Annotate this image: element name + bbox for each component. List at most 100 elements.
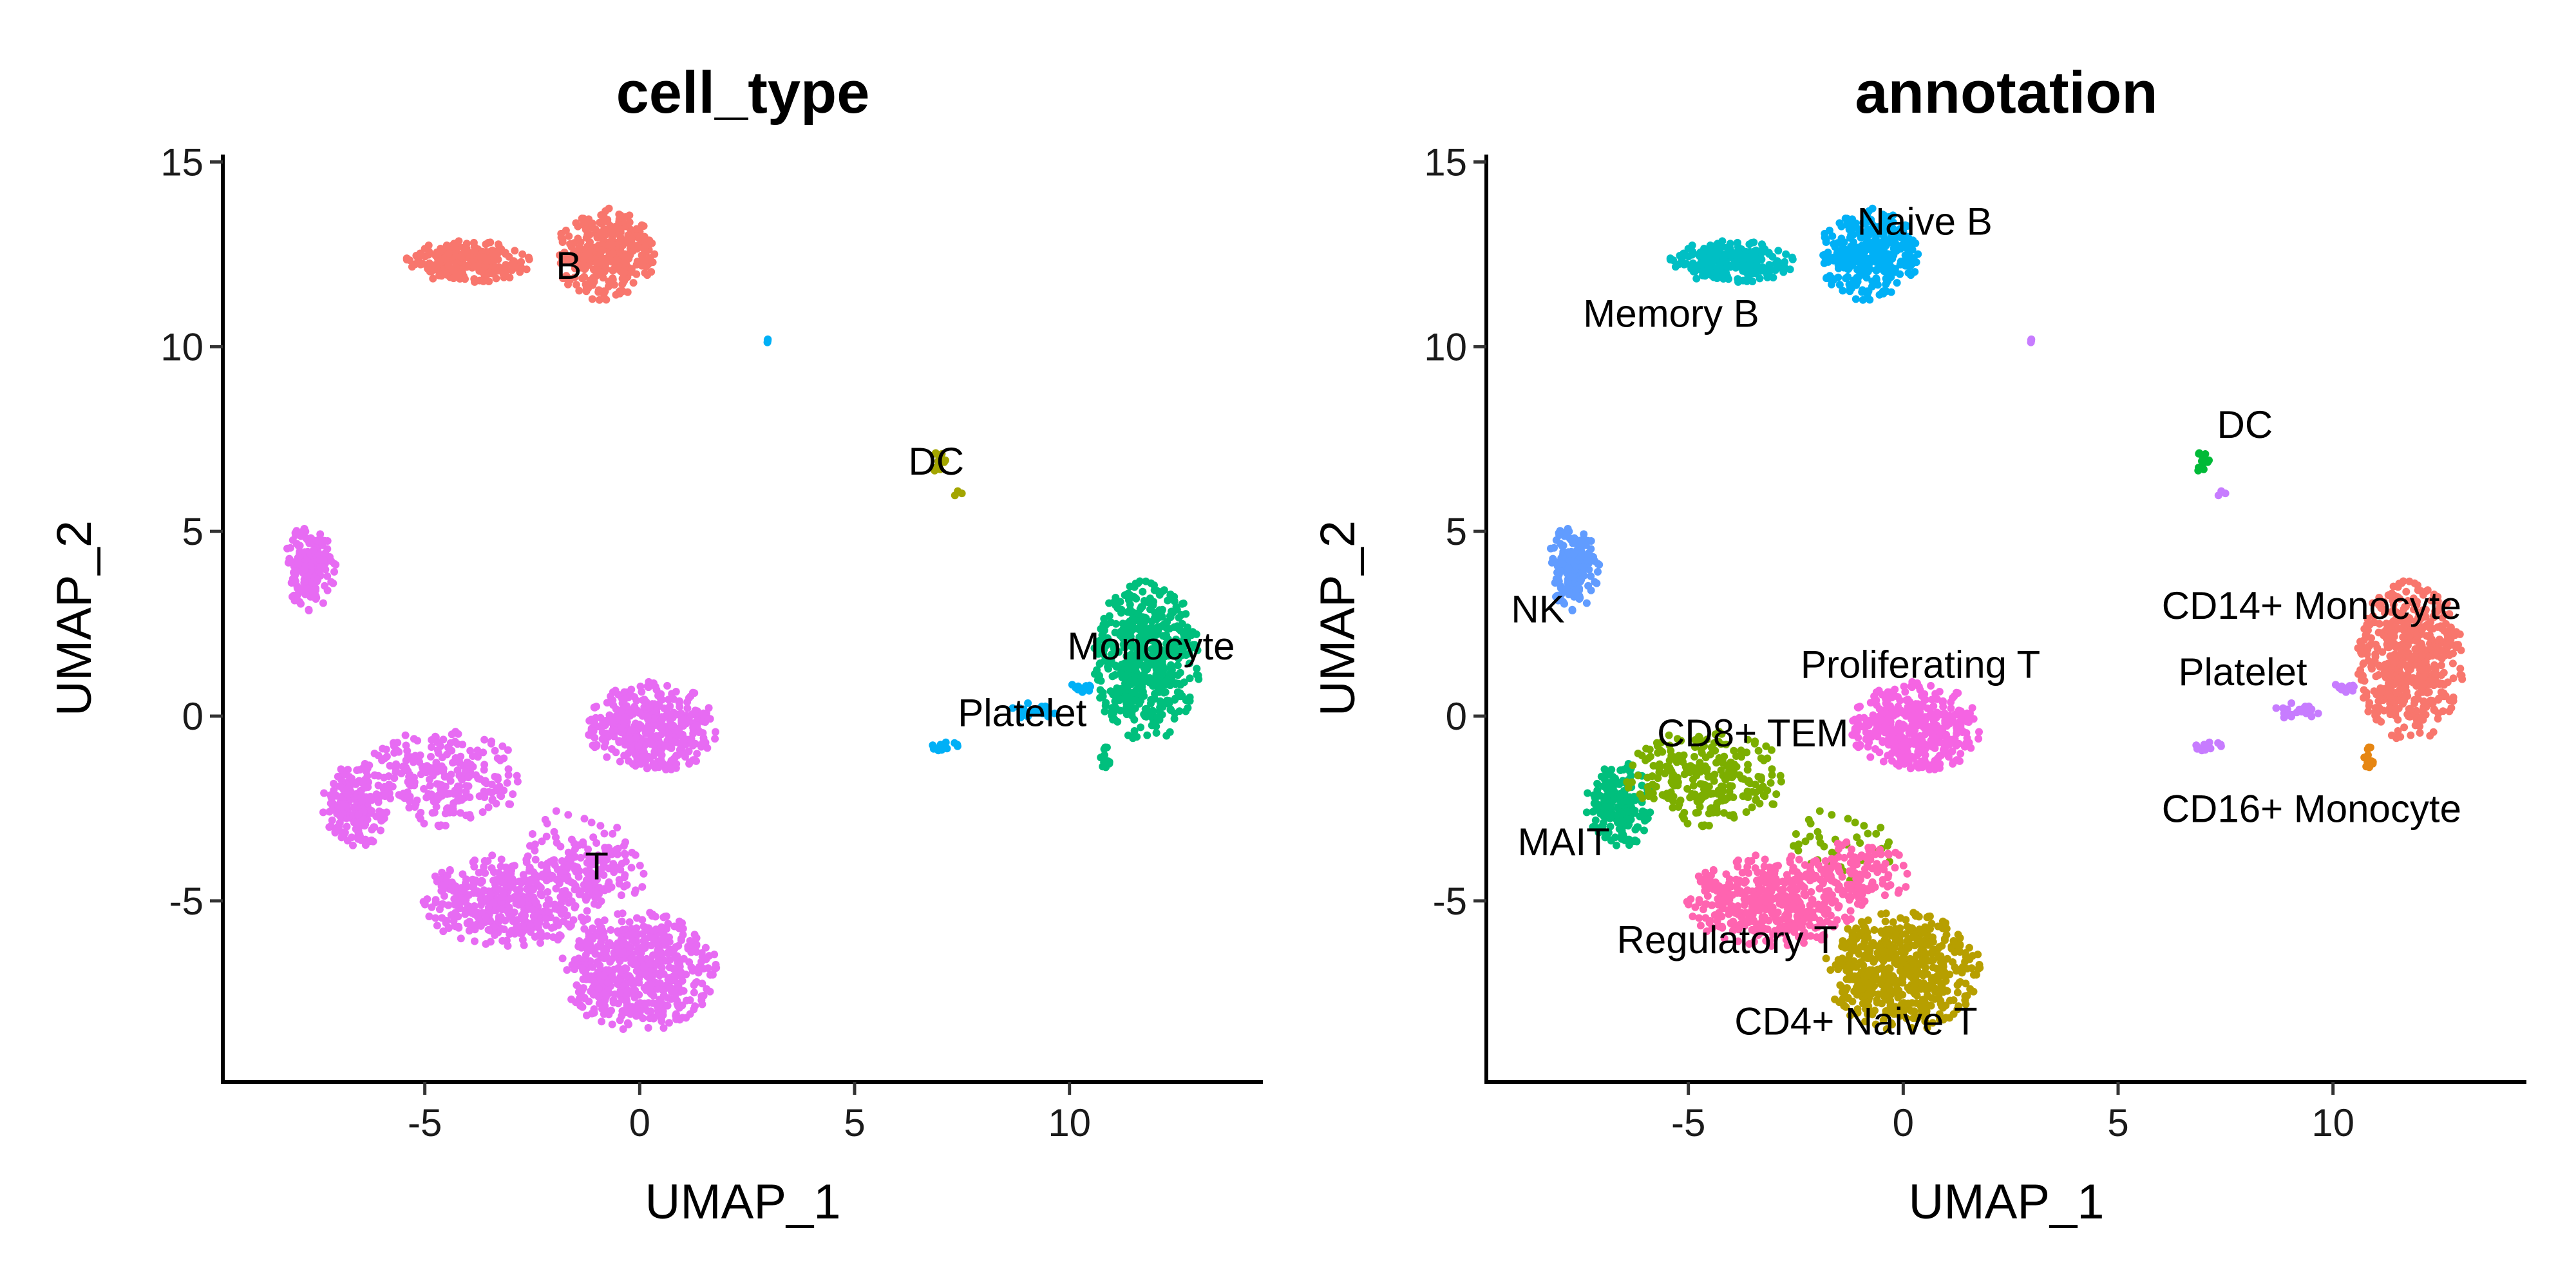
cell-point <box>535 882 542 890</box>
cell-point <box>457 809 464 817</box>
cell-point <box>424 242 433 249</box>
cell-point <box>1142 577 1150 585</box>
cell-point <box>648 912 656 920</box>
cell-point <box>611 687 620 695</box>
cell-point <box>316 563 325 571</box>
cell-point <box>663 925 670 933</box>
cell-point <box>590 719 598 728</box>
cell-point <box>504 765 513 773</box>
cell-point <box>372 790 381 799</box>
cell-point <box>537 861 545 869</box>
cell-point <box>639 869 648 878</box>
cell-point <box>448 730 456 739</box>
cell-point <box>623 941 631 949</box>
cell-point <box>629 247 637 255</box>
cell-point <box>1744 778 1752 786</box>
cell-point <box>287 544 294 552</box>
cell-point <box>585 933 593 941</box>
cell-point <box>703 744 712 752</box>
cell-point <box>1893 279 1901 287</box>
cell-point <box>562 226 570 234</box>
cell-point <box>628 1003 636 1011</box>
cell-point <box>384 772 393 781</box>
cell-point <box>625 218 634 227</box>
cell-point <box>630 994 639 1001</box>
cell-point <box>1758 248 1766 256</box>
cell-point <box>503 779 511 787</box>
cell-point <box>1683 819 1692 828</box>
cell-point <box>316 530 325 538</box>
cell-point <box>649 991 658 999</box>
cell-point <box>1593 791 1602 799</box>
cell-point <box>600 267 609 276</box>
cell-point <box>672 688 680 696</box>
cell-point <box>1759 782 1767 791</box>
cell-point <box>608 1020 616 1028</box>
cell-point <box>1883 268 1891 276</box>
cell-point <box>951 739 959 747</box>
cell-point <box>1139 587 1147 596</box>
cell-point <box>566 240 574 248</box>
cell-point <box>598 1018 606 1026</box>
cell-point <box>1714 243 1723 251</box>
cell-point <box>1564 564 1573 573</box>
cell-point <box>1779 268 1788 276</box>
cell-point <box>609 701 618 709</box>
cell-point <box>1145 678 1153 687</box>
cell-point <box>598 933 607 941</box>
cell-point <box>591 950 600 958</box>
cell-point <box>409 758 417 766</box>
cell-point <box>627 978 636 986</box>
cell-point <box>425 259 433 267</box>
cell-point <box>541 815 549 824</box>
cell-point <box>581 251 589 260</box>
cell-point <box>1131 616 1139 625</box>
cell-point <box>1729 811 1738 819</box>
cell-point <box>1701 787 1710 795</box>
cell-point <box>1739 792 1747 800</box>
cell-point <box>1636 790 1644 799</box>
cell-point <box>542 914 551 923</box>
cell-point <box>625 211 634 220</box>
cell-point <box>1912 258 1920 267</box>
cell-point <box>1696 802 1704 811</box>
cell-point <box>666 702 674 710</box>
cell-point <box>486 891 495 899</box>
cell-point <box>1879 288 1887 296</box>
cell-point <box>654 732 662 741</box>
cell-point <box>600 829 609 838</box>
cell-point <box>1935 688 1944 696</box>
cell-point <box>552 807 560 815</box>
cell-point <box>402 254 411 263</box>
cell-point <box>1754 773 1763 781</box>
cell-point <box>314 576 322 584</box>
cell-point <box>518 250 527 258</box>
cell-point <box>1555 529 1563 537</box>
cell-point <box>392 768 400 777</box>
cell-point <box>1891 265 1899 273</box>
cell-point <box>647 942 656 950</box>
cell-point <box>711 735 719 743</box>
cell-point <box>602 1007 611 1016</box>
cell-point <box>1171 709 1179 717</box>
cell-point <box>1164 697 1173 705</box>
cell-point <box>1618 835 1626 843</box>
cell-point <box>1708 249 1716 258</box>
cluster-label: T <box>585 844 609 887</box>
cell-point <box>319 599 327 607</box>
cell-point <box>336 782 344 790</box>
cell-point <box>600 972 608 980</box>
cell-point <box>638 688 646 696</box>
cell-point <box>650 250 659 258</box>
cell-point <box>623 987 631 995</box>
cell-point <box>447 770 455 779</box>
cell-point <box>556 251 565 259</box>
cell-point <box>580 917 587 925</box>
cell-point <box>504 746 512 754</box>
cell-point <box>690 1005 698 1014</box>
cell-point <box>511 247 519 255</box>
cell-point <box>572 281 580 289</box>
cell-point <box>647 726 656 734</box>
cell-point <box>482 913 490 922</box>
cell-point <box>1655 768 1663 777</box>
